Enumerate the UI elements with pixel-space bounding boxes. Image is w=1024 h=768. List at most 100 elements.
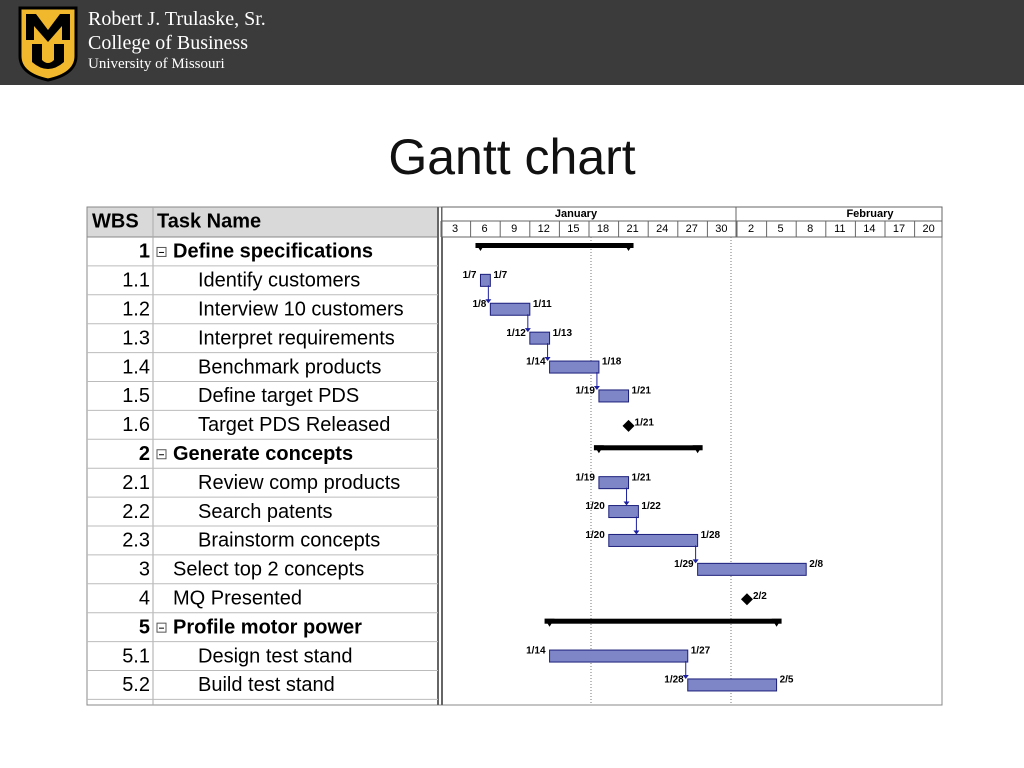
milestone	[740, 593, 753, 606]
dependency-head	[692, 559, 699, 564]
task-name: Identify customers	[198, 270, 360, 292]
task-bar	[608, 505, 639, 519]
date-label: 1/7	[463, 270, 477, 281]
date-label: 1/28	[664, 675, 684, 686]
task-name: Define target PDS	[198, 385, 359, 407]
day-label: 12	[538, 223, 550, 235]
header-bg	[86, 206, 439, 238]
wbs-cell: 2	[139, 443, 150, 465]
task-bar	[598, 476, 630, 490]
day-label: 5	[778, 223, 784, 235]
day-label: 21	[626, 223, 638, 235]
milestone	[622, 419, 635, 432]
dependency-head	[544, 357, 551, 362]
date-label: 1/18	[602, 357, 622, 368]
date-label: 1/19	[575, 386, 595, 397]
task-bar	[489, 302, 531, 316]
day-label: 9	[511, 223, 517, 235]
wbs-cell: 1.4	[122, 356, 150, 378]
slide-title: Gantt chart	[388, 129, 636, 185]
task-bar	[687, 678, 778, 692]
wbs-cell: 2.2	[122, 501, 150, 523]
summary-end	[593, 445, 604, 454]
task-name: Benchmark products	[198, 356, 381, 378]
dependency-head	[524, 328, 531, 333]
date-label: 1/29	[674, 559, 694, 570]
dependency-head	[485, 299, 492, 304]
date-label: 1/11	[533, 299, 552, 310]
date-label: 2/2	[753, 591, 767, 602]
summary-end	[623, 243, 634, 251]
date-label: 1/14	[526, 357, 546, 368]
day-label: 24	[656, 223, 668, 235]
logo	[18, 6, 78, 82]
task-name: Generate concepts	[173, 443, 353, 465]
college-line: College of Business	[88, 32, 248, 54]
dependency-head	[623, 501, 630, 506]
task-name: Define specifications	[173, 241, 373, 263]
day-label: 6	[482, 223, 488, 235]
task-name: MQ Presented	[173, 588, 302, 610]
summary-end	[544, 618, 555, 627]
summary-bar	[475, 243, 634, 248]
day-label: 3	[452, 223, 458, 235]
date-label: 1/21	[632, 472, 652, 483]
timescale-bg	[441, 206, 943, 238]
wbs-cell: 2.3	[122, 530, 150, 552]
month-label: January	[555, 208, 598, 220]
date-label: 1/19	[575, 472, 595, 483]
column-header: Task Name	[157, 210, 261, 232]
day-label: 11	[834, 223, 845, 235]
task-name: Search patents	[198, 501, 333, 523]
column-header: WBS	[92, 210, 139, 232]
date-label: 1/13	[553, 328, 573, 339]
task-name: Interpret requirements	[198, 327, 395, 349]
day-label: 30	[715, 223, 727, 235]
task-bar	[598, 389, 630, 403]
task-name: Target PDS Released	[198, 414, 390, 436]
dependency-head	[633, 530, 640, 535]
task-bar	[479, 273, 491, 287]
task-name: Select top 2 concepts	[173, 559, 364, 581]
date-label: 2/8	[809, 559, 823, 570]
wbs-cell: 3	[139, 559, 150, 581]
wbs-cell: 5.2	[122, 674, 150, 696]
task-name: Interview 10 customers	[198, 299, 404, 321]
summary-bar	[544, 618, 782, 624]
date-label: 1/21	[635, 417, 655, 428]
date-label: 1/14	[526, 646, 546, 657]
wbs-cell: 4	[139, 588, 150, 610]
date-label: 1/28	[701, 530, 721, 541]
day-label: 17	[893, 223, 905, 235]
table-frame	[86, 206, 943, 706]
date-label: 1/12	[506, 328, 526, 339]
date-label: 1/20	[585, 501, 605, 512]
day-label: 15	[567, 223, 579, 235]
wbs-cell: 1	[139, 241, 150, 263]
date-label: 1/22	[641, 501, 661, 512]
task-bar	[549, 360, 600, 374]
college-line: Robert J. Trulaske, Sr.	[88, 8, 266, 30]
task-name: Profile motor power	[173, 616, 362, 638]
task-bar	[697, 562, 807, 576]
header-bar: Robert J. Trulaske, Sr. College of Busin…	[0, 0, 1024, 85]
summary-bar	[593, 445, 703, 451]
day-label: 27	[686, 223, 698, 235]
task-bar	[549, 649, 689, 663]
dependency-head	[682, 674, 689, 679]
day-label: 8	[807, 223, 813, 235]
dependency-head	[593, 385, 600, 390]
task-name: Design test stand	[198, 645, 353, 667]
task-bar	[608, 533, 699, 547]
day-label: 14	[863, 223, 875, 235]
wbs-cell: 1.3	[122, 327, 150, 349]
wbs-cell: 1.1	[122, 270, 150, 292]
wbs-cell: 2.1	[122, 472, 150, 494]
date-label: 1/7	[493, 270, 507, 281]
task-name: Brainstorm concepts	[198, 530, 380, 552]
task-name: Review comp products	[198, 472, 400, 494]
wbs-cell: 5	[139, 616, 150, 638]
summary-end	[475, 243, 486, 251]
wbs-cell: 1.6	[122, 414, 150, 436]
